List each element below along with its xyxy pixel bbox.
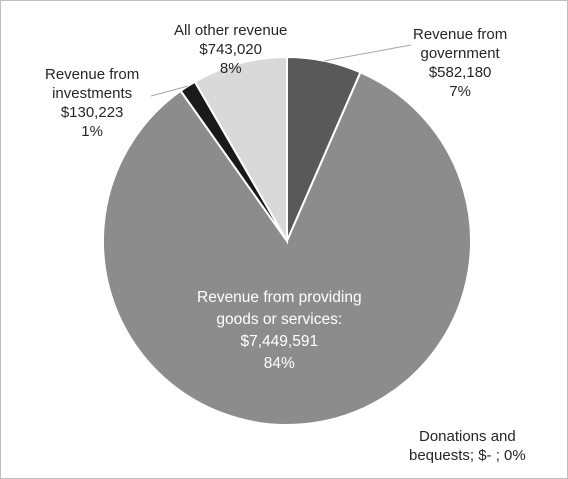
label-text: All other revenue xyxy=(174,22,288,39)
data-label-all-other-revenue: All other revenue $743,020 8% xyxy=(174,21,287,78)
label-text: investments xyxy=(52,85,133,102)
label-text: bequests; $- ; 0% xyxy=(409,447,526,464)
data-label-donations: Donations and bequests; $- ; 0% xyxy=(409,427,526,465)
pie-slice-revenue-from-providing-goods-or-services xyxy=(102,70,472,426)
label-percent: 1% xyxy=(81,123,103,140)
leader-line-investments xyxy=(150,85,188,97)
label-text: government xyxy=(420,45,500,62)
pie-slice-all-other-revenue xyxy=(193,55,288,245)
label-value: $743,020 xyxy=(199,41,262,58)
label-text: Revenue from providing xyxy=(197,289,362,306)
label-text: Revenue from xyxy=(413,26,508,43)
leader-line-government xyxy=(324,44,412,62)
label-text: Donations and xyxy=(418,428,516,445)
label-percent: 8% xyxy=(219,60,242,77)
data-label-government: Revenue from government $582,180 7% xyxy=(413,25,507,101)
label-text: Revenue from xyxy=(45,66,140,83)
label-percent: 7% xyxy=(449,83,471,100)
label-text: goods or services: xyxy=(216,311,343,328)
data-label-investments: Revenue from investments $130,223 1% xyxy=(45,65,139,141)
label-value: $7,449,591 xyxy=(240,333,319,350)
label-percent: 84% xyxy=(263,355,295,372)
label-value: $582,180 xyxy=(428,64,492,81)
label-value: $130,223 xyxy=(60,104,124,121)
data-label-goods-or-services: Revenue from providing goods or services… xyxy=(197,287,362,375)
